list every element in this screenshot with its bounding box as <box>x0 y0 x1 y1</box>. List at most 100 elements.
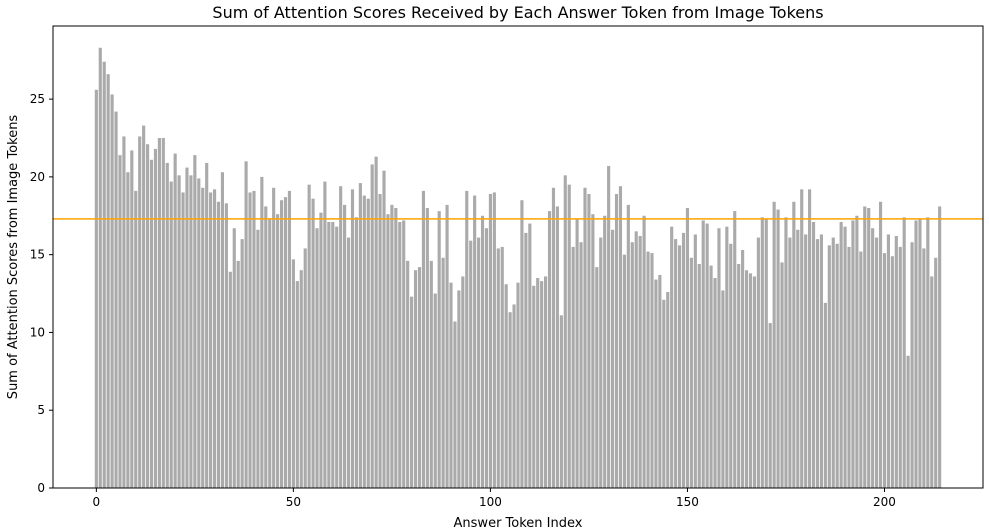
bar <box>212 189 217 488</box>
bar <box>634 231 638 488</box>
bar <box>94 89 98 488</box>
bar <box>784 217 788 488</box>
bar <box>106 74 110 488</box>
bar <box>693 234 697 488</box>
bar <box>272 187 276 488</box>
y-tick-label: 0 <box>37 481 45 495</box>
bar <box>689 257 693 488</box>
bar <box>886 234 890 488</box>
plot-area-frame <box>52 25 984 489</box>
bar <box>193 155 197 489</box>
bar <box>666 292 670 488</box>
bar <box>764 218 768 488</box>
bar <box>378 194 382 488</box>
bar <box>540 281 544 488</box>
bar <box>843 226 847 489</box>
bar <box>563 175 567 488</box>
bar <box>283 197 288 489</box>
bar <box>413 270 418 488</box>
bar <box>733 211 737 489</box>
bar <box>536 278 540 488</box>
bar <box>477 237 481 488</box>
bar <box>303 248 307 488</box>
bar <box>926 217 930 488</box>
x-axis-ticks: 0 50 100 150 200 <box>93 488 896 509</box>
bar <box>220 172 225 488</box>
bar <box>642 215 646 488</box>
bar <box>819 234 824 488</box>
bar <box>555 206 559 488</box>
bar <box>201 187 205 488</box>
bar <box>508 312 512 488</box>
bar <box>591 214 595 488</box>
bar <box>611 229 615 488</box>
bar <box>236 260 240 488</box>
bar <box>126 172 130 488</box>
bar <box>697 264 701 488</box>
bar <box>98 47 102 488</box>
bar <box>804 234 808 488</box>
bar <box>654 279 658 488</box>
bar <box>622 254 626 488</box>
bar <box>599 237 603 488</box>
bar <box>741 250 745 488</box>
bar <box>118 155 122 489</box>
bar <box>827 245 831 488</box>
bar <box>516 282 520 488</box>
bar <box>248 192 252 488</box>
bar <box>796 229 800 488</box>
bar <box>705 223 709 488</box>
bar <box>918 218 922 488</box>
bar <box>863 206 867 488</box>
bar <box>603 215 607 488</box>
bar <box>453 321 457 488</box>
bar <box>327 222 331 488</box>
bar <box>149 159 154 488</box>
bar <box>425 208 429 488</box>
bar <box>670 226 674 489</box>
bar <box>737 264 741 488</box>
bar <box>811 222 816 488</box>
bar <box>638 236 642 488</box>
bar <box>583 187 587 488</box>
bar <box>930 276 934 488</box>
bar <box>291 259 295 488</box>
bar <box>587 194 591 488</box>
x-tick-label: 150 <box>676 495 699 509</box>
bar <box>504 284 508 488</box>
bar <box>185 167 189 488</box>
bar <box>295 281 299 488</box>
bar <box>256 229 260 488</box>
bar <box>161 138 165 488</box>
bar <box>394 208 398 488</box>
bar <box>938 206 942 488</box>
bar <box>311 198 315 489</box>
bar <box>721 290 725 488</box>
bar <box>480 215 485 488</box>
bar <box>457 290 461 488</box>
bar <box>500 246 504 488</box>
bar <box>335 226 339 489</box>
bar <box>875 237 879 488</box>
bar <box>934 257 938 488</box>
bar <box>358 183 362 489</box>
bar <box>114 111 118 488</box>
bar <box>835 243 839 488</box>
bar <box>252 190 256 488</box>
chart-title: Sum of Attention Scores Received by Each… <box>212 3 823 22</box>
bar <box>465 190 469 488</box>
bar <box>532 285 536 488</box>
bar <box>362 195 366 488</box>
bar <box>725 226 729 489</box>
x-tick-label: 100 <box>479 495 502 509</box>
bar <box>922 248 926 488</box>
bar <box>157 138 161 488</box>
bar <box>339 186 343 488</box>
bar <box>165 162 169 488</box>
bar <box>551 187 556 488</box>
bar <box>717 228 721 488</box>
bar <box>417 267 422 488</box>
bar <box>567 184 571 489</box>
bar <box>173 153 177 488</box>
